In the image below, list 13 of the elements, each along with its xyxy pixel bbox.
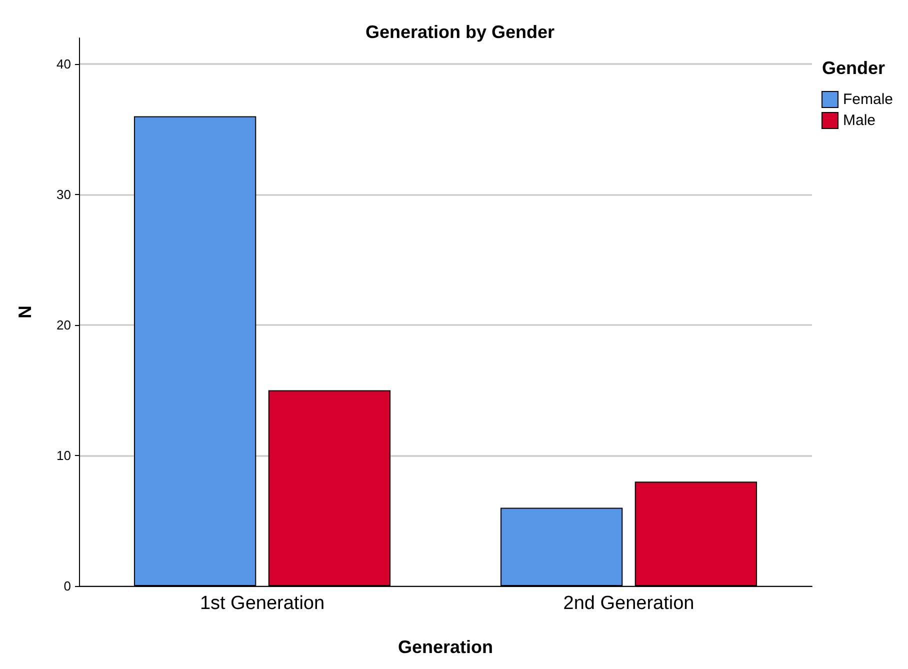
- y-tick-label: 40: [56, 56, 71, 72]
- x-tick-label: 1st Generation: [200, 593, 325, 614]
- y-tick-label: 20: [56, 318, 71, 333]
- y-tick-label: 0: [64, 578, 71, 594]
- y-axis-title: N: [15, 306, 35, 318]
- x-tick-label: 2nd Generation: [563, 593, 694, 614]
- chart-title: Generation by Gender: [365, 22, 555, 42]
- x-axis-title: Generation: [398, 637, 494, 657]
- legend-label: Male: [842, 112, 876, 129]
- legend-label: Female: [842, 91, 894, 108]
- legend-title: Gender: [822, 58, 886, 78]
- y-tick-label: 10: [56, 448, 71, 464]
- y-tick-label: 30: [56, 187, 71, 202]
